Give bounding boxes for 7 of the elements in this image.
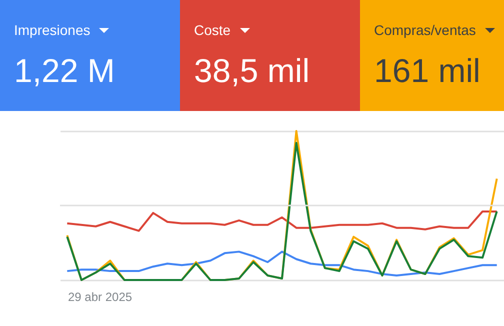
text: 161 mil [374,52,482,90]
text: Compras/ventas [374,22,476,38]
text: Impresiones [14,22,90,38]
text: 38,5 mil [194,52,311,90]
text: Coste [194,22,231,38]
text: 1,22 M [14,52,116,90]
text: 29 abr 2025 [68,290,132,304]
